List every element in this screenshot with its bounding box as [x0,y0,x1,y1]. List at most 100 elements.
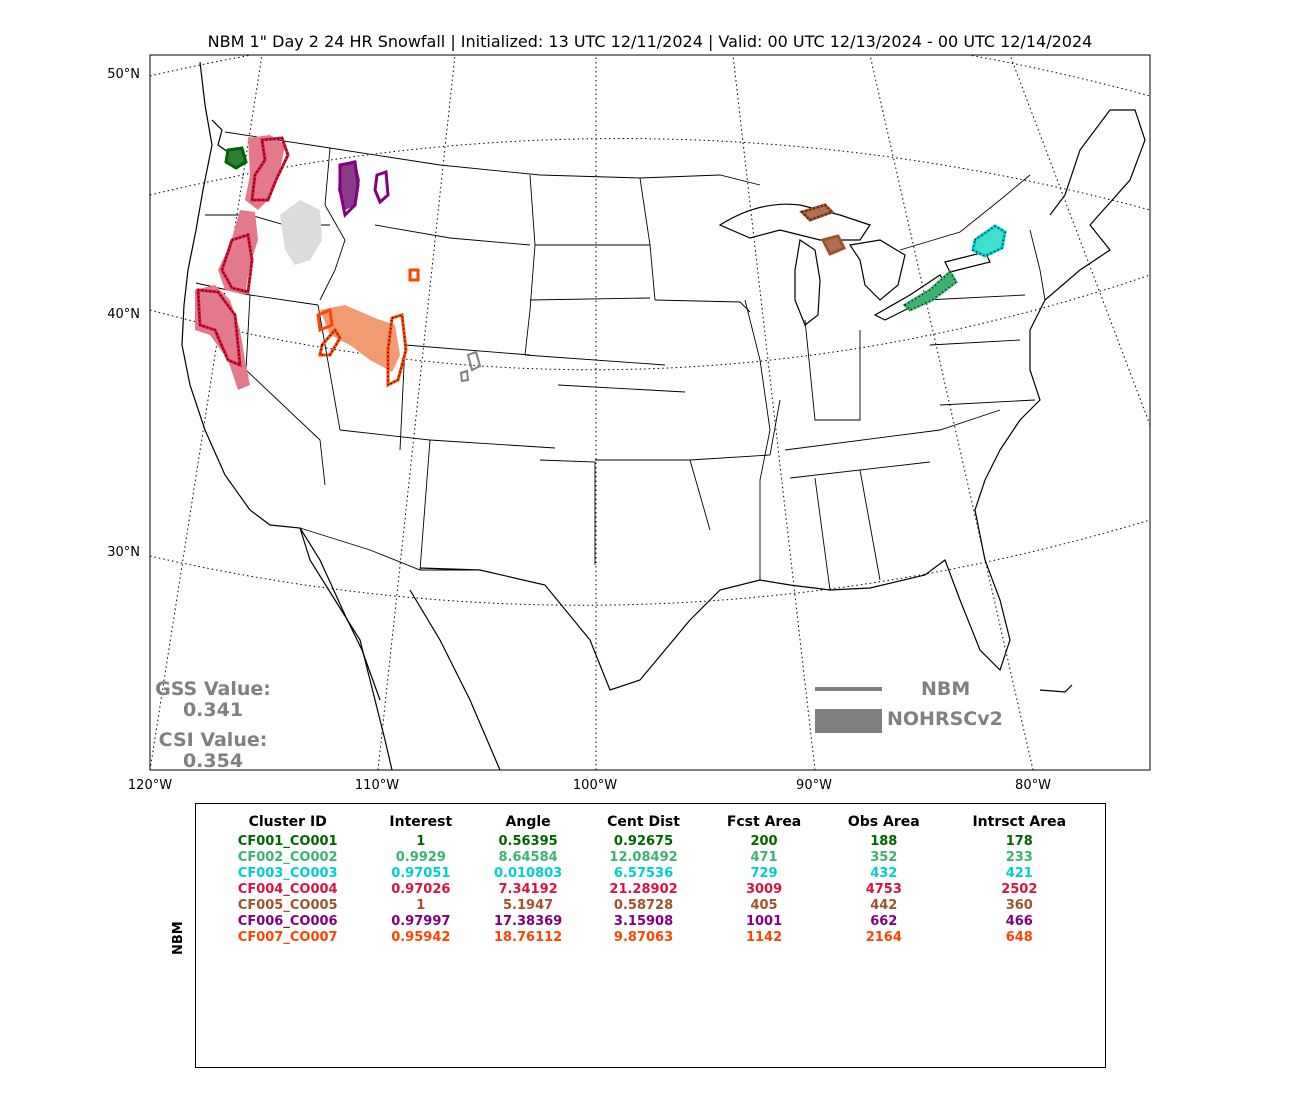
table-cell: CF005_CO005 [237,898,338,913]
canada-border-east [899,174,1031,251]
table-cell: 421 [1005,866,1033,881]
lon-label-100w: 100°W [572,778,618,793]
fcst-cf007-a [316,307,334,333]
meridian-110w [377,55,456,770]
mississippi [744,299,771,580]
al-ga [814,477,831,591]
meridian-90w [732,55,816,770]
fcst-cf005-b [820,234,847,256]
table-cell: 352 [870,850,898,865]
table-side-label: NBM [171,921,186,955]
table-row: CF003_CO003 0.97051 0.010803 6.57536 729 432 4… [206,866,1096,882]
lon-label-120w: 120°W [127,778,173,793]
header-cluster-id: Cluster ID [248,814,327,830]
csi-label: CSI Value: [158,729,268,751]
cuba-edge [1039,684,1073,693]
parallel-40n [150,274,1150,371]
lat-label-50n: 50°N [107,67,140,82]
state-boundaries [195,131,1046,591]
csi-value: 0.354 [182,750,244,772]
table-cell: 0.9929 [395,850,446,865]
fcst-cf006-a [338,160,360,219]
table-cell: 7.34192 [498,882,558,897]
parallel-lines [150,55,1150,606]
table-cell: 466 [1005,914,1033,929]
lake-ontario [944,251,991,273]
legend-line-swatch [815,687,882,691]
table-cell: 0.95942 [391,930,451,945]
table-cell: 4753 [865,882,902,897]
table-row: CF007_CO007 0.95942 18.76112 9.87063 1142 216… [206,930,1096,946]
legend-observed-label: NOHRSCv2 [887,708,1003,730]
baja-peninsula [299,527,381,701]
table-cell: CF001_CO001 [237,834,338,849]
ky-tn [784,409,1001,451]
fcst-unmatched-colorado-2 [459,369,470,383]
cluster-stats-panel: Cluster ID Interest Angle Cent Dist Fcst… [195,803,1106,1068]
table-cell: 0.97026 [391,882,451,897]
table-cell: CF007_CO007 [237,930,338,945]
cluster-stats-table: Cluster ID Interest Angle Cent Dist Fcst… [206,814,1096,946]
co-nm [429,439,556,449]
mo-ar [689,399,781,461]
table-cell: 0.97051 [391,866,451,881]
il-in-oh [804,319,861,421]
parallel-50n [150,55,1150,97]
table-cell: 18.76112 [493,930,563,945]
nm-tx [539,459,596,565]
sd-ne [529,297,651,301]
table-row: CF002_CO002 0.9929 8.64584 12.08492 471 352 23… [206,850,1096,866]
cluster-rows: CF001_CO001 1 0.56395 0.92675 200 188 178 CF002… [206,834,1096,946]
lon-label-90w: 90°W [796,778,832,793]
table-cell: CF004_CO004 [237,882,338,897]
obs-co006-montana [338,160,360,210]
fcst-cf001 [224,146,248,170]
legend-fill-swatch [815,709,882,733]
header-interest: Interest [389,814,453,830]
forecast-contour-dots [197,137,1006,387]
mn-east [639,177,656,301]
map-frame [149,54,1151,771]
table-cell: 2164 [865,930,902,945]
table-cell: 188 [870,834,898,849]
puget-sound [211,119,229,153]
table-cell: 1 [416,834,426,849]
table-cell: CF002_CO002 [237,850,338,865]
lat-label-40n: 40°N [107,307,140,322]
obs-unmatched-oregon [280,200,322,265]
table-cell: 442 [870,898,898,913]
obs-co004-sierra-north [218,210,258,295]
table-row: CF005_CO005 1 5.1947 0.58728 405 442 360 [206,898,1096,914]
header-intrsct-area: Intrsct Area [972,814,1067,830]
obs-co005-michigan [802,205,832,220]
gulf-coast [419,479,1011,691]
table-cell: 233 [1005,850,1033,865]
coastline [181,61,1146,770]
obs-co004-cascades [245,135,285,210]
gss-value: 0.341 [182,699,244,721]
ca-nv [245,294,326,486]
table-cell: 405 [750,898,778,913]
parallel-45n [150,138,1150,211]
header-obs-area: Obs Area [847,814,920,830]
table-cell: 5.1947 [503,898,554,913]
table-cell: 0.97997 [391,914,451,929]
meridian-120w [150,55,263,770]
table-cell: 648 [1005,930,1033,945]
table-cell: 3.15908 [613,914,674,929]
pa-ny [924,294,1026,301]
header-cent-dist: Cent Dist [607,814,680,830]
ia-mo [654,299,751,313]
dakotas [524,174,536,356]
table-row: CF001_CO001 1 0.56395 0.92675 200 188 178 [206,834,1096,850]
mt-wy [374,224,531,246]
table-cell: 0.56395 [498,834,558,849]
fcst-cf006-b [373,169,390,205]
nv-ut [317,304,341,431]
table-header-row: Cluster ID Interest Angle Cent Dist Fcst… [206,814,1096,834]
lake-huron [848,239,906,301]
fcst-cf007-d [408,268,420,282]
legend-forecast-label: NBM [921,678,971,700]
table-cell: 2502 [1001,882,1038,897]
